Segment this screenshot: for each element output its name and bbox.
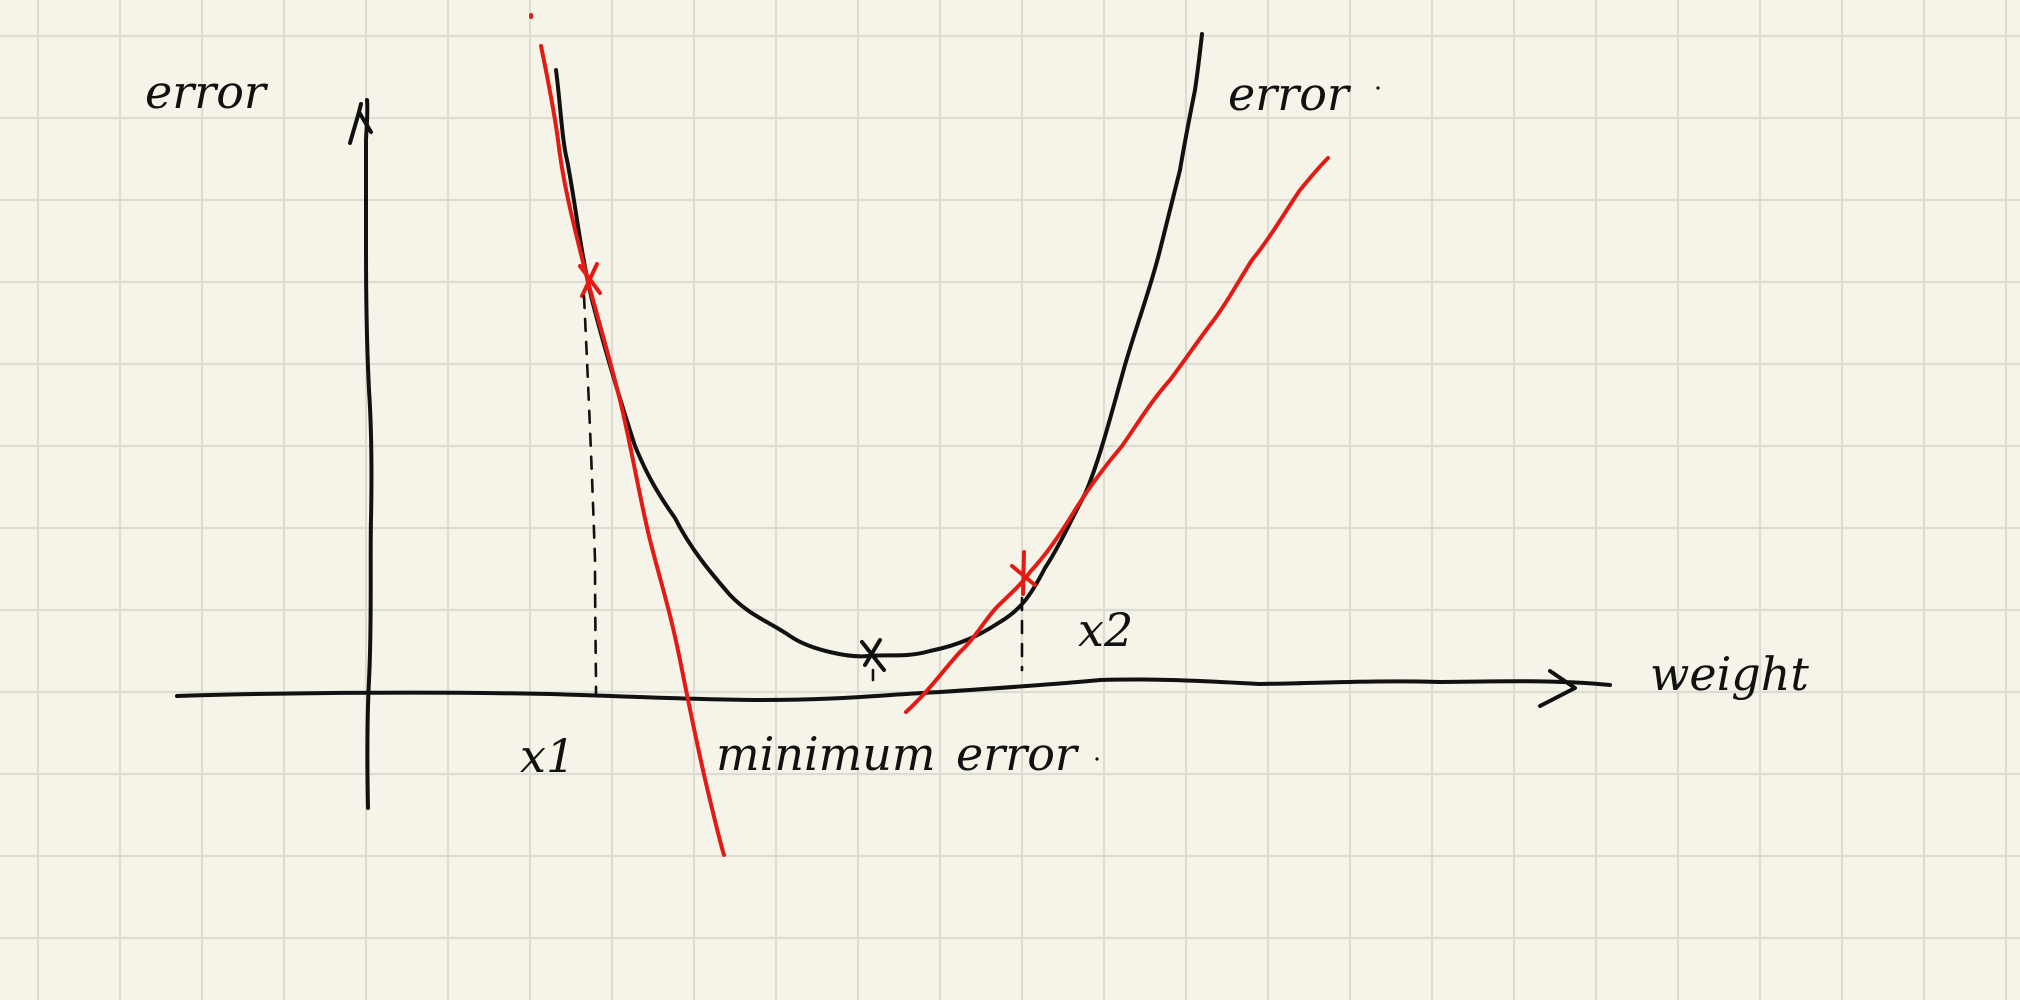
y-axis [348, 98, 374, 810]
curve-label: error [1228, 67, 1352, 121]
tangent-line-right [904, 156, 1330, 714]
tangent-point-x1 [578, 262, 602, 298]
y-axis-label: error [145, 65, 269, 119]
x2-label: x2 [1078, 603, 1133, 657]
x-axis-arrowhead [1538, 669, 1577, 708]
ink-dot-top [1376, 86, 1380, 90]
ink-dot-bottom [1095, 757, 1099, 761]
x-axis-label: weight [1650, 647, 1809, 701]
y-axis-arrowhead [348, 102, 373, 145]
x-axis [175, 669, 1612, 708]
x1-label: x1 [520, 729, 575, 783]
minimum-error-label: error [956, 727, 1080, 781]
x1-drop-line [582, 294, 598, 696]
minimum-label: minimum [716, 727, 936, 781]
tangent-line-left [539, 44, 726, 857]
tangent-point-x2 [1010, 550, 1037, 596]
minimum-point [860, 638, 886, 682]
